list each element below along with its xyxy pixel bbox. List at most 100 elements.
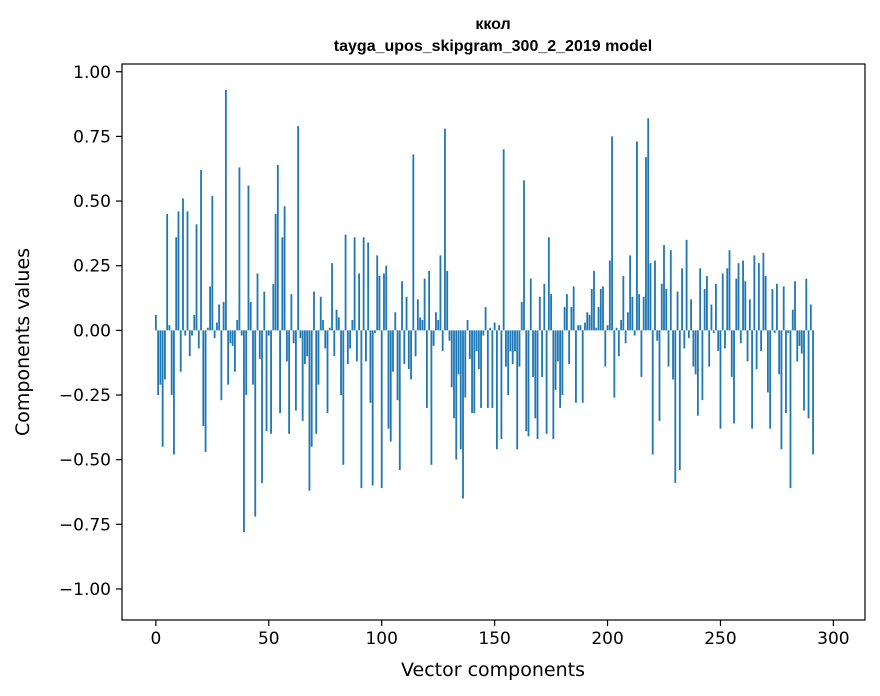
bar <box>301 330 304 421</box>
x-tick-label: 200 <box>591 629 623 649</box>
bar <box>776 283 778 331</box>
bar <box>290 294 293 331</box>
y-tick-label: −1.00 <box>59 580 111 600</box>
bar <box>755 330 758 370</box>
bar <box>414 330 417 357</box>
bar <box>719 330 722 429</box>
bar <box>450 330 453 388</box>
bar <box>383 273 385 331</box>
bar <box>586 312 589 331</box>
x-axis-label: Vector components <box>401 659 585 681</box>
bar <box>796 330 799 362</box>
bar <box>640 330 643 377</box>
bar <box>224 89 227 331</box>
bar <box>545 330 548 434</box>
bar <box>584 322 586 331</box>
bar <box>236 320 239 331</box>
bar <box>462 330 464 499</box>
bar <box>708 330 711 367</box>
bar <box>757 263 760 331</box>
bar <box>464 330 467 398</box>
bar <box>441 330 444 352</box>
bar <box>166 213 169 331</box>
bar <box>493 322 496 331</box>
bar <box>631 296 634 331</box>
bar <box>780 330 783 450</box>
bar <box>489 327 492 331</box>
bar <box>435 312 437 331</box>
bar <box>396 330 399 401</box>
bar <box>620 320 622 331</box>
bar <box>281 237 284 331</box>
bar <box>669 250 672 331</box>
bar <box>405 296 408 331</box>
bar <box>213 330 216 339</box>
bar <box>608 260 611 331</box>
x-tick-label: 300 <box>817 629 849 649</box>
bar <box>220 330 223 401</box>
bar <box>495 330 498 450</box>
y-tick-label: 0.25 <box>73 257 111 277</box>
bar <box>358 273 361 331</box>
bar <box>342 330 345 465</box>
bar <box>667 330 670 367</box>
bar <box>204 330 207 452</box>
bar <box>696 330 699 416</box>
bar <box>344 234 347 331</box>
y-tick-label: 0.75 <box>73 127 111 147</box>
bar <box>595 327 598 331</box>
bar <box>805 278 808 331</box>
bars-group <box>154 89 814 533</box>
bar <box>437 320 440 331</box>
bar <box>543 283 546 331</box>
bar <box>256 273 259 331</box>
bar <box>803 330 805 411</box>
bar <box>692 330 695 367</box>
bar <box>328 327 331 331</box>
bar <box>593 270 595 331</box>
bar <box>285 330 288 362</box>
bar <box>475 330 478 352</box>
bar <box>457 330 460 375</box>
bar <box>525 330 528 432</box>
bar <box>416 299 419 331</box>
chart-subtitle: tayga_upos_skipgram_300_2_2019 model <box>334 38 652 55</box>
bar <box>231 330 234 346</box>
bar <box>182 198 184 331</box>
bar <box>394 312 397 331</box>
bar <box>227 330 230 385</box>
bar <box>276 164 279 331</box>
bar <box>392 330 394 372</box>
y-tick-label: −0.50 <box>59 451 111 471</box>
bar <box>351 320 354 331</box>
bar <box>211 195 214 331</box>
bar <box>238 167 241 331</box>
bar <box>787 330 790 333</box>
bar <box>550 294 552 331</box>
bar <box>376 255 379 331</box>
bar <box>168 325 171 331</box>
bar <box>764 276 767 331</box>
bar <box>333 330 336 357</box>
bar <box>294 330 297 411</box>
bar <box>710 304 713 331</box>
bar <box>317 330 320 385</box>
bar <box>173 330 175 455</box>
bar <box>179 330 182 372</box>
bar <box>769 330 772 429</box>
bar <box>322 320 324 331</box>
bar <box>674 330 677 483</box>
bar <box>624 330 627 344</box>
bar <box>712 330 715 333</box>
bar <box>365 330 367 362</box>
bar <box>184 330 187 336</box>
bar <box>315 330 318 434</box>
bar <box>577 325 580 331</box>
bar <box>672 330 674 380</box>
bar <box>335 309 338 331</box>
bar <box>561 330 564 396</box>
bar <box>247 185 250 331</box>
bar <box>541 330 543 377</box>
bar <box>430 330 433 465</box>
bar <box>175 237 178 331</box>
